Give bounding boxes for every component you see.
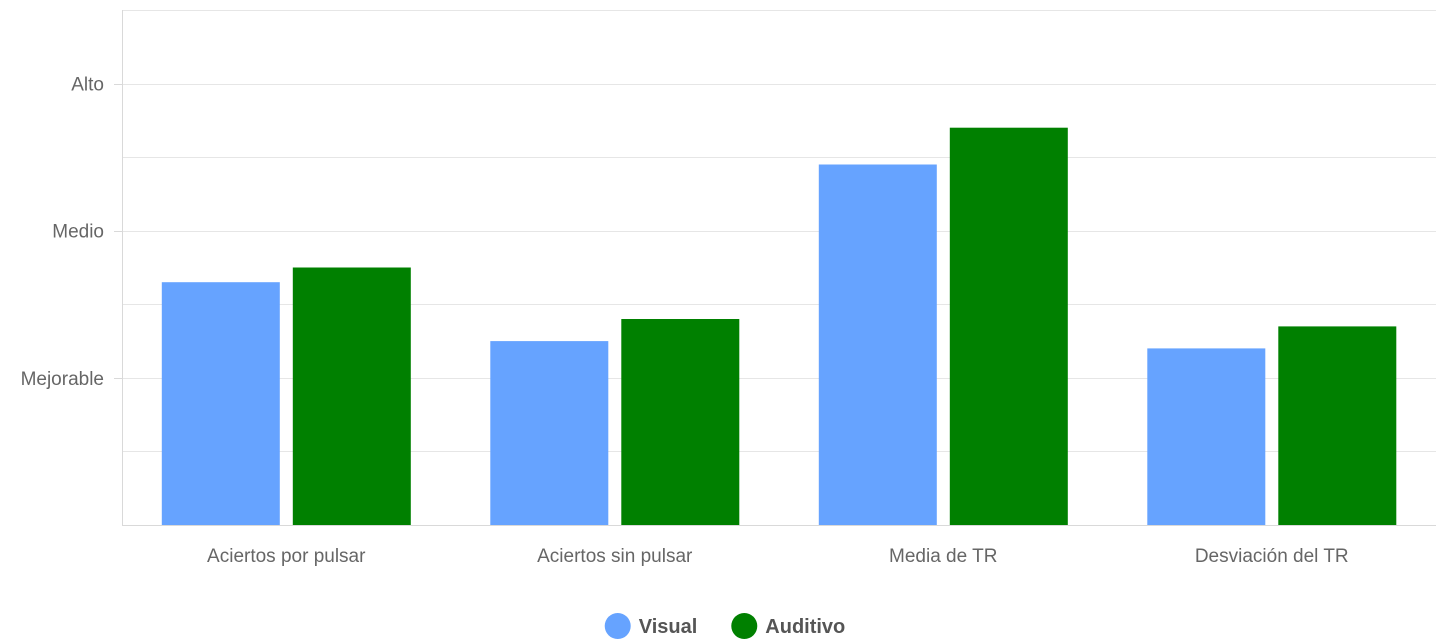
bar-auditivo-1[interactable] — [292, 267, 411, 526]
bar-visual-4[interactable] — [1147, 348, 1266, 525]
legend-item-auditivo[interactable]: Auditivo — [731, 613, 845, 639]
bar-visual-3[interactable] — [818, 164, 937, 526]
x-tick-label: Media de TR — [889, 546, 997, 567]
x-tick-label: Desviación del TR — [1195, 546, 1349, 567]
bar-auditivo-2[interactable] — [621, 319, 740, 525]
legend[interactable]: Visual Auditivo — [604, 613, 846, 639]
bar-auditivo-3[interactable] — [949, 127, 1068, 525]
y-tick-label: Medio — [52, 222, 104, 243]
x-tick-labels: Aciertos por pulsar Aciertos sin pulsar Me… — [207, 546, 1349, 567]
y-tick-label: Mejorable — [21, 369, 104, 390]
y-tick-labels: Mejorable Medio Alto — [21, 75, 122, 390]
legend-swatch — [604, 613, 631, 639]
x-tick-label: Aciertos por pulsar — [207, 546, 366, 567]
y-tick-label: Alto — [71, 75, 104, 96]
bar-auditivo-4[interactable] — [1278, 326, 1397, 525]
bar-visual-1[interactable] — [161, 282, 280, 525]
legend-label: Visual — [639, 616, 698, 638]
legend-item-visual[interactable]: Visual — [604, 613, 698, 639]
x-tick-label: Aciertos sin pulsar — [537, 546, 693, 567]
bars — [161, 127, 1397, 526]
axes — [122, 10, 1436, 526]
legend-swatch — [731, 613, 758, 639]
bar-visual-2[interactable] — [490, 341, 609, 525]
legend-label: Auditivo — [765, 616, 845, 638]
